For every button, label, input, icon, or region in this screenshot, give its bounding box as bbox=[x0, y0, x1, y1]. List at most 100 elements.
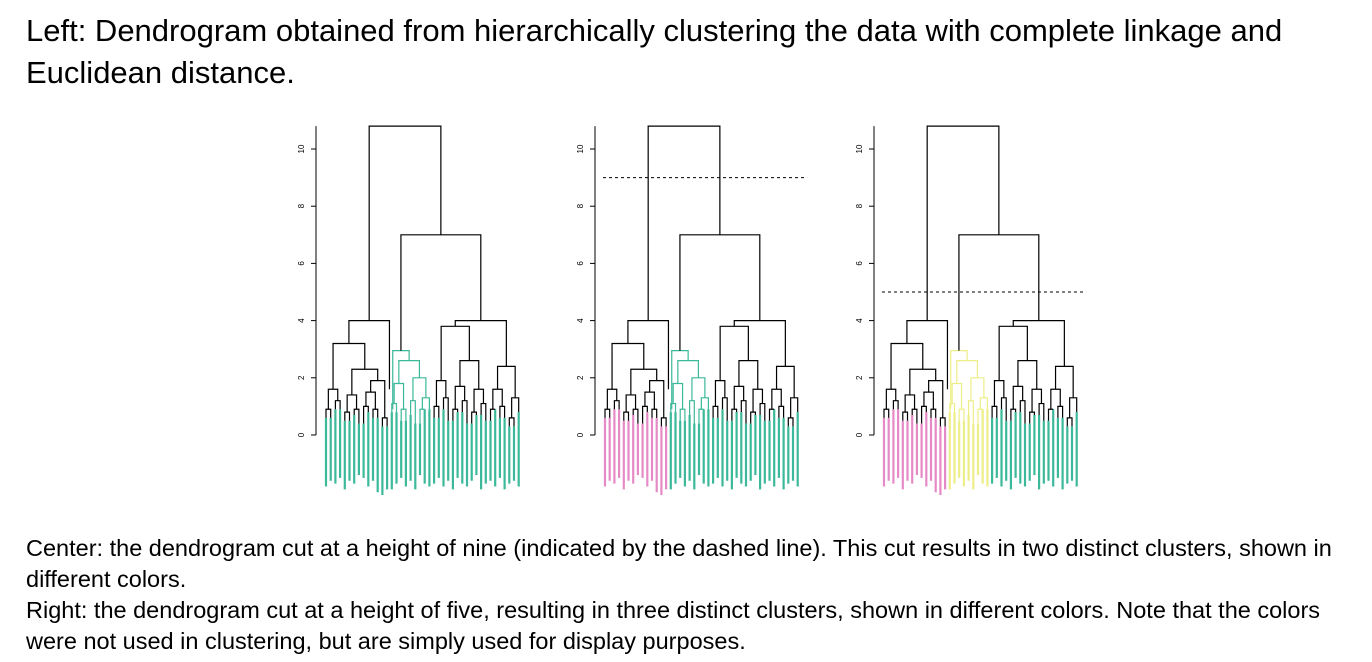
dendrogram-link bbox=[719, 325, 749, 381]
dendrogram-link bbox=[1054, 365, 1074, 398]
dendrogram-link bbox=[433, 405, 440, 418]
dendrogram-link bbox=[508, 417, 515, 427]
y-axis-tick-label: 10 bbox=[576, 144, 585, 153]
dendrogram-link bbox=[421, 397, 430, 410]
dendrogram-link bbox=[344, 411, 351, 421]
y-axis-tick-label: 8 bbox=[855, 203, 864, 208]
dendrogram-link bbox=[611, 342, 645, 390]
dendrogram-link bbox=[368, 125, 442, 321]
dendrogram-link bbox=[372, 408, 379, 418]
dendrogram-link bbox=[1057, 405, 1064, 418]
dendrogram-link bbox=[348, 320, 391, 390]
dendrogram-link bbox=[613, 400, 620, 410]
dendrogram-link bbox=[890, 342, 924, 390]
dendrogram-link bbox=[712, 405, 719, 418]
dendrogram-link bbox=[440, 325, 470, 381]
figure-title: Left: Dendrogram obtained from hierarchi… bbox=[26, 13, 1283, 90]
y-axis-tick-label: 10 bbox=[855, 144, 864, 153]
dendrogram-link bbox=[883, 408, 890, 418]
dendrogram-link bbox=[454, 320, 507, 367]
dendrogram-link bbox=[473, 388, 485, 413]
y-axis-tick-label: 4 bbox=[297, 318, 306, 323]
dendrogram-link bbox=[419, 408, 425, 424]
dendrogram-link bbox=[325, 408, 332, 418]
dendrogram-link bbox=[1012, 385, 1024, 410]
dendrogram-link bbox=[679, 408, 686, 421]
caption-center: Center: the dendrogram cut at a height o… bbox=[26, 535, 1332, 592]
dendrogram-link bbox=[733, 320, 786, 367]
dendrogram-link bbox=[606, 388, 618, 410]
dendrogram-link bbox=[700, 397, 710, 410]
y-axis-tick-label: 6 bbox=[855, 261, 864, 266]
figure-caption: Center: the dendrogram cut at a height o… bbox=[26, 533, 1356, 657]
dendrogram-link bbox=[489, 408, 496, 421]
dendrogram-link bbox=[979, 397, 989, 410]
dendrogram-link bbox=[381, 417, 388, 427]
dendrogram-link bbox=[496, 365, 516, 398]
dendrogram-link bbox=[351, 368, 379, 395]
dendrogram-link bbox=[435, 380, 447, 407]
dendrogram-link bbox=[334, 400, 341, 410]
y-axis-tick-label: 0 bbox=[855, 432, 864, 437]
dendrogram-link bbox=[775, 365, 795, 398]
y-axis-tick-label: 0 bbox=[576, 432, 585, 437]
dendrogram-link bbox=[671, 350, 689, 410]
dendrogram-link bbox=[926, 125, 1000, 321]
dendrogram-link bbox=[623, 411, 630, 421]
dendrogram-link bbox=[714, 380, 726, 407]
dendrogram-link bbox=[752, 388, 764, 413]
dendrogram-link bbox=[398, 360, 421, 384]
y-axis-tick-label: 10 bbox=[297, 144, 306, 153]
dendrogram-link bbox=[909, 368, 937, 395]
dendrogram-link bbox=[332, 342, 366, 390]
dendrogram-link bbox=[977, 408, 983, 424]
dendrogram-link bbox=[885, 388, 897, 410]
caption-right: Right: the dendrogram cut at a height of… bbox=[26, 597, 1321, 654]
dendrogram-link bbox=[1031, 388, 1043, 413]
dendrogram-link bbox=[651, 408, 658, 418]
dendrogram-link bbox=[393, 382, 405, 410]
y-axis-tick-label: 6 bbox=[576, 261, 585, 266]
dendrogram-link bbox=[991, 405, 998, 418]
dendrogram-link bbox=[698, 408, 704, 424]
y-axis-tick-label: 2 bbox=[576, 375, 585, 380]
dendrogram-link bbox=[672, 382, 684, 410]
dendrogram-link bbox=[454, 385, 466, 410]
dendrogram-link bbox=[993, 380, 1005, 407]
y-axis-tick-label: 2 bbox=[855, 375, 864, 380]
y-axis-tick-label: 0 bbox=[297, 432, 306, 437]
dendrogram-link bbox=[630, 368, 658, 395]
dendrogram-link bbox=[892, 400, 899, 410]
y-axis-tick-label: 8 bbox=[297, 203, 306, 208]
dendrogram-link bbox=[951, 382, 963, 410]
dendrogram-link bbox=[627, 320, 670, 390]
dendrogram-link bbox=[787, 417, 794, 427]
dendrogram-link bbox=[733, 385, 745, 410]
dendrogram-link bbox=[1017, 360, 1038, 390]
dendrogram-link bbox=[1047, 408, 1054, 421]
dendrogram-left: 0 2 4 6 8 10 bbox=[297, 125, 520, 496]
dendrogram-link bbox=[956, 360, 979, 384]
y-axis-tick-label: 2 bbox=[297, 375, 306, 380]
dendrogram-link bbox=[738, 360, 759, 390]
dendrogram-link bbox=[906, 320, 949, 390]
dendrogram-link bbox=[400, 408, 407, 421]
y-axis-tick-label: 8 bbox=[576, 203, 585, 208]
dendrogram-link bbox=[939, 417, 946, 427]
dendrogram-link bbox=[778, 405, 785, 418]
dendrogram-center: 0 2 4 6 8 10 bbox=[576, 125, 808, 496]
dendrogram-link bbox=[1012, 320, 1065, 367]
dendrogram-link bbox=[958, 408, 965, 421]
dendrogram-link bbox=[604, 408, 611, 418]
dendrogram-link bbox=[327, 388, 339, 410]
dendrogram-link bbox=[1066, 417, 1073, 427]
y-axis-tick-label: 6 bbox=[297, 261, 306, 266]
dendrogram-link bbox=[950, 350, 968, 410]
dendrogram-link bbox=[459, 360, 480, 390]
dendrogram-link bbox=[768, 408, 775, 421]
dendrogram-link bbox=[677, 360, 700, 384]
y-axis-tick-label: 4 bbox=[576, 318, 585, 323]
dendrogram-link bbox=[930, 408, 937, 418]
dendrogram-link bbox=[902, 411, 909, 421]
